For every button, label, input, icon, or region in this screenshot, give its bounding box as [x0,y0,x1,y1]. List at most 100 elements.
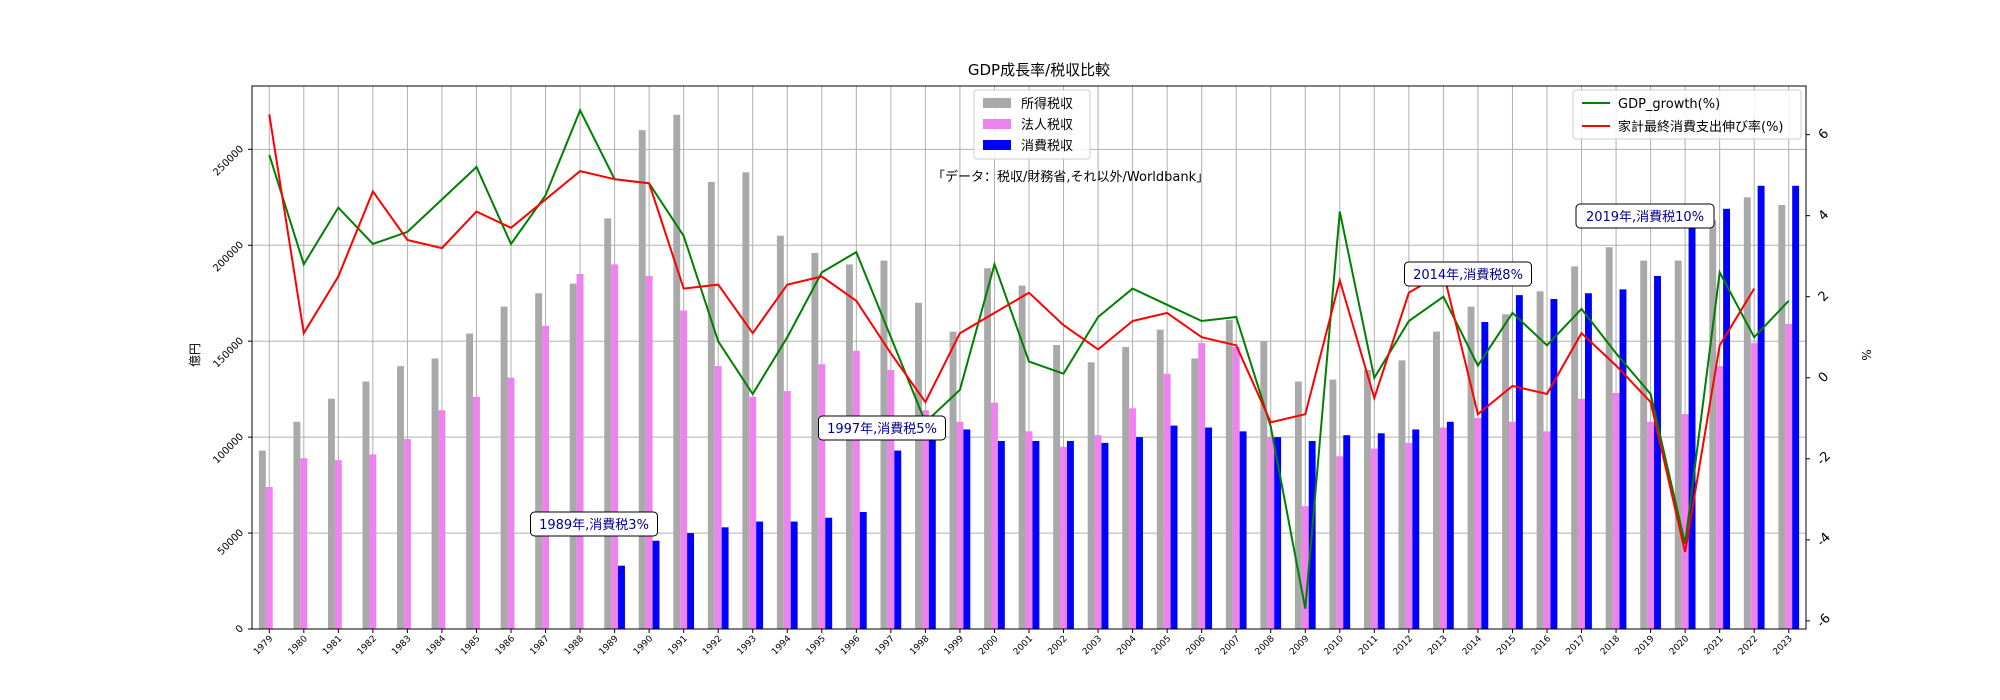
bar [466,333,474,629]
x-tick-label: 1995 [805,634,828,657]
bar [894,450,902,629]
x-tick-label: 2009 [1288,634,1311,657]
x-tick-label: 2015 [1495,634,1518,657]
x-tick-label: 1982 [356,634,379,657]
x-tick-label: 1987 [528,634,551,657]
y-axis-right-label: % [1859,349,1873,360]
bar [1398,360,1406,629]
chart-title: GDP成長率/税収比較 [968,61,1110,79]
bar [438,410,446,629]
callout: 2014年,消費税8% [1404,261,1532,287]
legend-lines: GDP_growth(%) 家計最終消費支出伸び率(%) [1572,89,1802,140]
bar [327,398,335,629]
x-tick-label: 1992 [701,634,724,657]
bar [991,402,998,629]
y-tick-label-right: -4 [1814,530,1834,550]
legend-swatch [983,140,1011,150]
bar [1087,362,1095,629]
bar [1260,341,1268,629]
callout: 1989年,消費税3% [530,511,658,537]
x-tick-label: 2012 [1392,634,1415,657]
legend-swatch [983,98,1011,108]
bar [928,435,936,629]
bar [1619,289,1627,629]
bar [1605,247,1613,629]
line-series [268,114,1756,553]
bar [811,252,819,629]
bar [687,533,695,629]
bar [542,325,549,629]
bar [1053,345,1061,629]
bar [431,358,439,629]
bar [1343,435,1351,629]
bar [1060,446,1067,629]
callouts: 1989年,消費税3% 1997年,消費税5% 2014年,消費税8% 2019年,消… [530,203,1715,537]
x-tick-label: 1983 [390,634,413,657]
callout: 1997年,消費税5% [818,415,946,441]
bar [707,181,715,629]
x-tick-label: 2018 [1599,634,1622,657]
x-tick-label: 2023 [1772,634,1795,657]
bar [1301,506,1309,629]
bar [1446,421,1454,629]
bar [500,306,508,629]
bar [1122,346,1130,629]
bar [749,396,757,629]
bar [1640,260,1648,629]
x-tick-label: 1998 [908,634,931,657]
bar [1515,295,1523,629]
bar [1778,204,1786,630]
bar [1536,291,1544,629]
bar [1681,414,1689,629]
bar [1363,369,1371,629]
x-tick-label: 1989 [597,634,620,657]
bar [1743,197,1751,629]
bar [1785,323,1793,629]
bar [611,264,619,629]
bar [618,565,625,629]
x-tick-label: 1999 [943,634,966,657]
bar [1232,346,1240,629]
x-tick-label: 2016 [1530,634,1553,657]
bar [721,527,729,629]
x-tick-label: 1990 [632,634,655,657]
x-tick-label: 1996 [839,634,862,657]
line-series [268,107,1790,609]
bar [1101,442,1109,629]
bar [1433,331,1440,629]
x-tick-label: 2006 [1185,634,1208,657]
bar [1136,437,1143,629]
bar [984,268,992,629]
bar [1474,417,1482,629]
x-tick-label: 2008 [1254,634,1277,657]
y-tick-label-right: 4 [1816,207,1832,223]
legend-label: 所得税収 [1021,96,1073,112]
callout-text: 1997年,消費税5% [827,422,937,437]
bar [604,218,612,630]
x-tick-label: 1979 [252,634,275,657]
bar [1584,293,1592,629]
x-tick-label: 1986 [494,634,517,657]
legend-label: 法人税収 [1021,118,1073,133]
bar [1239,431,1247,629]
bar [1481,322,1489,629]
x-tick-label: 2004 [1115,634,1138,657]
bar [887,369,895,629]
bar [776,235,784,630]
bar [300,458,308,629]
bar [1688,226,1696,629]
bar [1612,392,1620,629]
bar [825,517,833,629]
bar [1578,398,1585,629]
x-tick-label: 1981 [321,634,344,657]
y-tick-label-right: 2 [1816,288,1832,304]
x-tick-label: 2003 [1081,634,1104,657]
x-tick-label: 1984 [425,634,448,657]
x-tick-label: 2021 [1703,634,1726,657]
callout-box [530,511,658,537]
bar [1094,435,1102,629]
bar [1502,314,1510,629]
legend-lines-frame [1572,89,1802,140]
x-tick-label: 2005 [1150,634,1173,657]
